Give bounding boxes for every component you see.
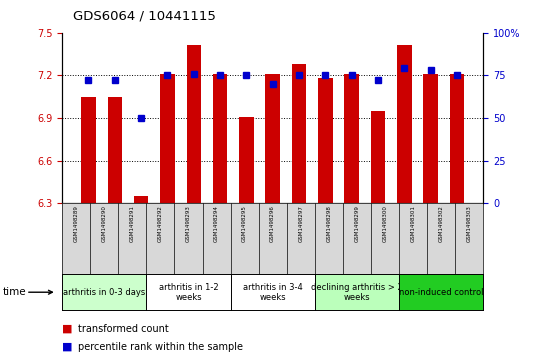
- Text: ■: ■: [62, 342, 72, 352]
- Text: GSM1498291: GSM1498291: [130, 205, 135, 242]
- Bar: [107, 97, 122, 203]
- Text: GSM1498289: GSM1498289: [73, 205, 79, 242]
- Bar: [371, 111, 385, 203]
- Bar: [160, 74, 174, 203]
- Bar: [134, 196, 148, 203]
- Text: arthritis in 3-4
weeks: arthritis in 3-4 weeks: [243, 282, 302, 302]
- Bar: [266, 74, 280, 203]
- Text: GSM1498298: GSM1498298: [326, 205, 332, 242]
- Bar: [186, 45, 201, 203]
- Bar: [292, 64, 306, 203]
- Text: declining arthritis > 2
weeks: declining arthritis > 2 weeks: [311, 282, 403, 302]
- Text: GSM1498293: GSM1498293: [186, 205, 191, 242]
- Text: time: time: [3, 287, 26, 297]
- Text: GSM1498303: GSM1498303: [467, 205, 472, 242]
- Text: ■: ■: [62, 323, 72, 334]
- Text: GSM1498292: GSM1498292: [158, 205, 163, 242]
- Text: non-induced control: non-induced control: [399, 288, 483, 297]
- Text: transformed count: transformed count: [78, 323, 169, 334]
- Bar: [213, 74, 227, 203]
- Bar: [345, 74, 359, 203]
- Bar: [397, 45, 411, 203]
- Bar: [81, 97, 96, 203]
- Text: GDS6064 / 10441115: GDS6064 / 10441115: [73, 9, 216, 22]
- Text: GSM1498295: GSM1498295: [242, 205, 247, 242]
- Text: GSM1498300: GSM1498300: [382, 205, 388, 242]
- Text: GSM1498290: GSM1498290: [102, 205, 107, 242]
- Text: GSM1498299: GSM1498299: [354, 205, 360, 242]
- Bar: [318, 78, 333, 203]
- Text: GSM1498301: GSM1498301: [410, 205, 416, 242]
- Bar: [450, 74, 464, 203]
- Bar: [423, 74, 438, 203]
- Text: GSM1498302: GSM1498302: [438, 205, 444, 242]
- Text: GSM1498297: GSM1498297: [298, 205, 303, 242]
- Text: GSM1498294: GSM1498294: [214, 205, 219, 242]
- Text: arthritis in 0-3 days: arthritis in 0-3 days: [63, 288, 145, 297]
- Text: percentile rank within the sample: percentile rank within the sample: [78, 342, 244, 352]
- Bar: [239, 117, 254, 203]
- Text: GSM1498296: GSM1498296: [270, 205, 275, 242]
- Text: arthritis in 1-2
weeks: arthritis in 1-2 weeks: [159, 282, 218, 302]
